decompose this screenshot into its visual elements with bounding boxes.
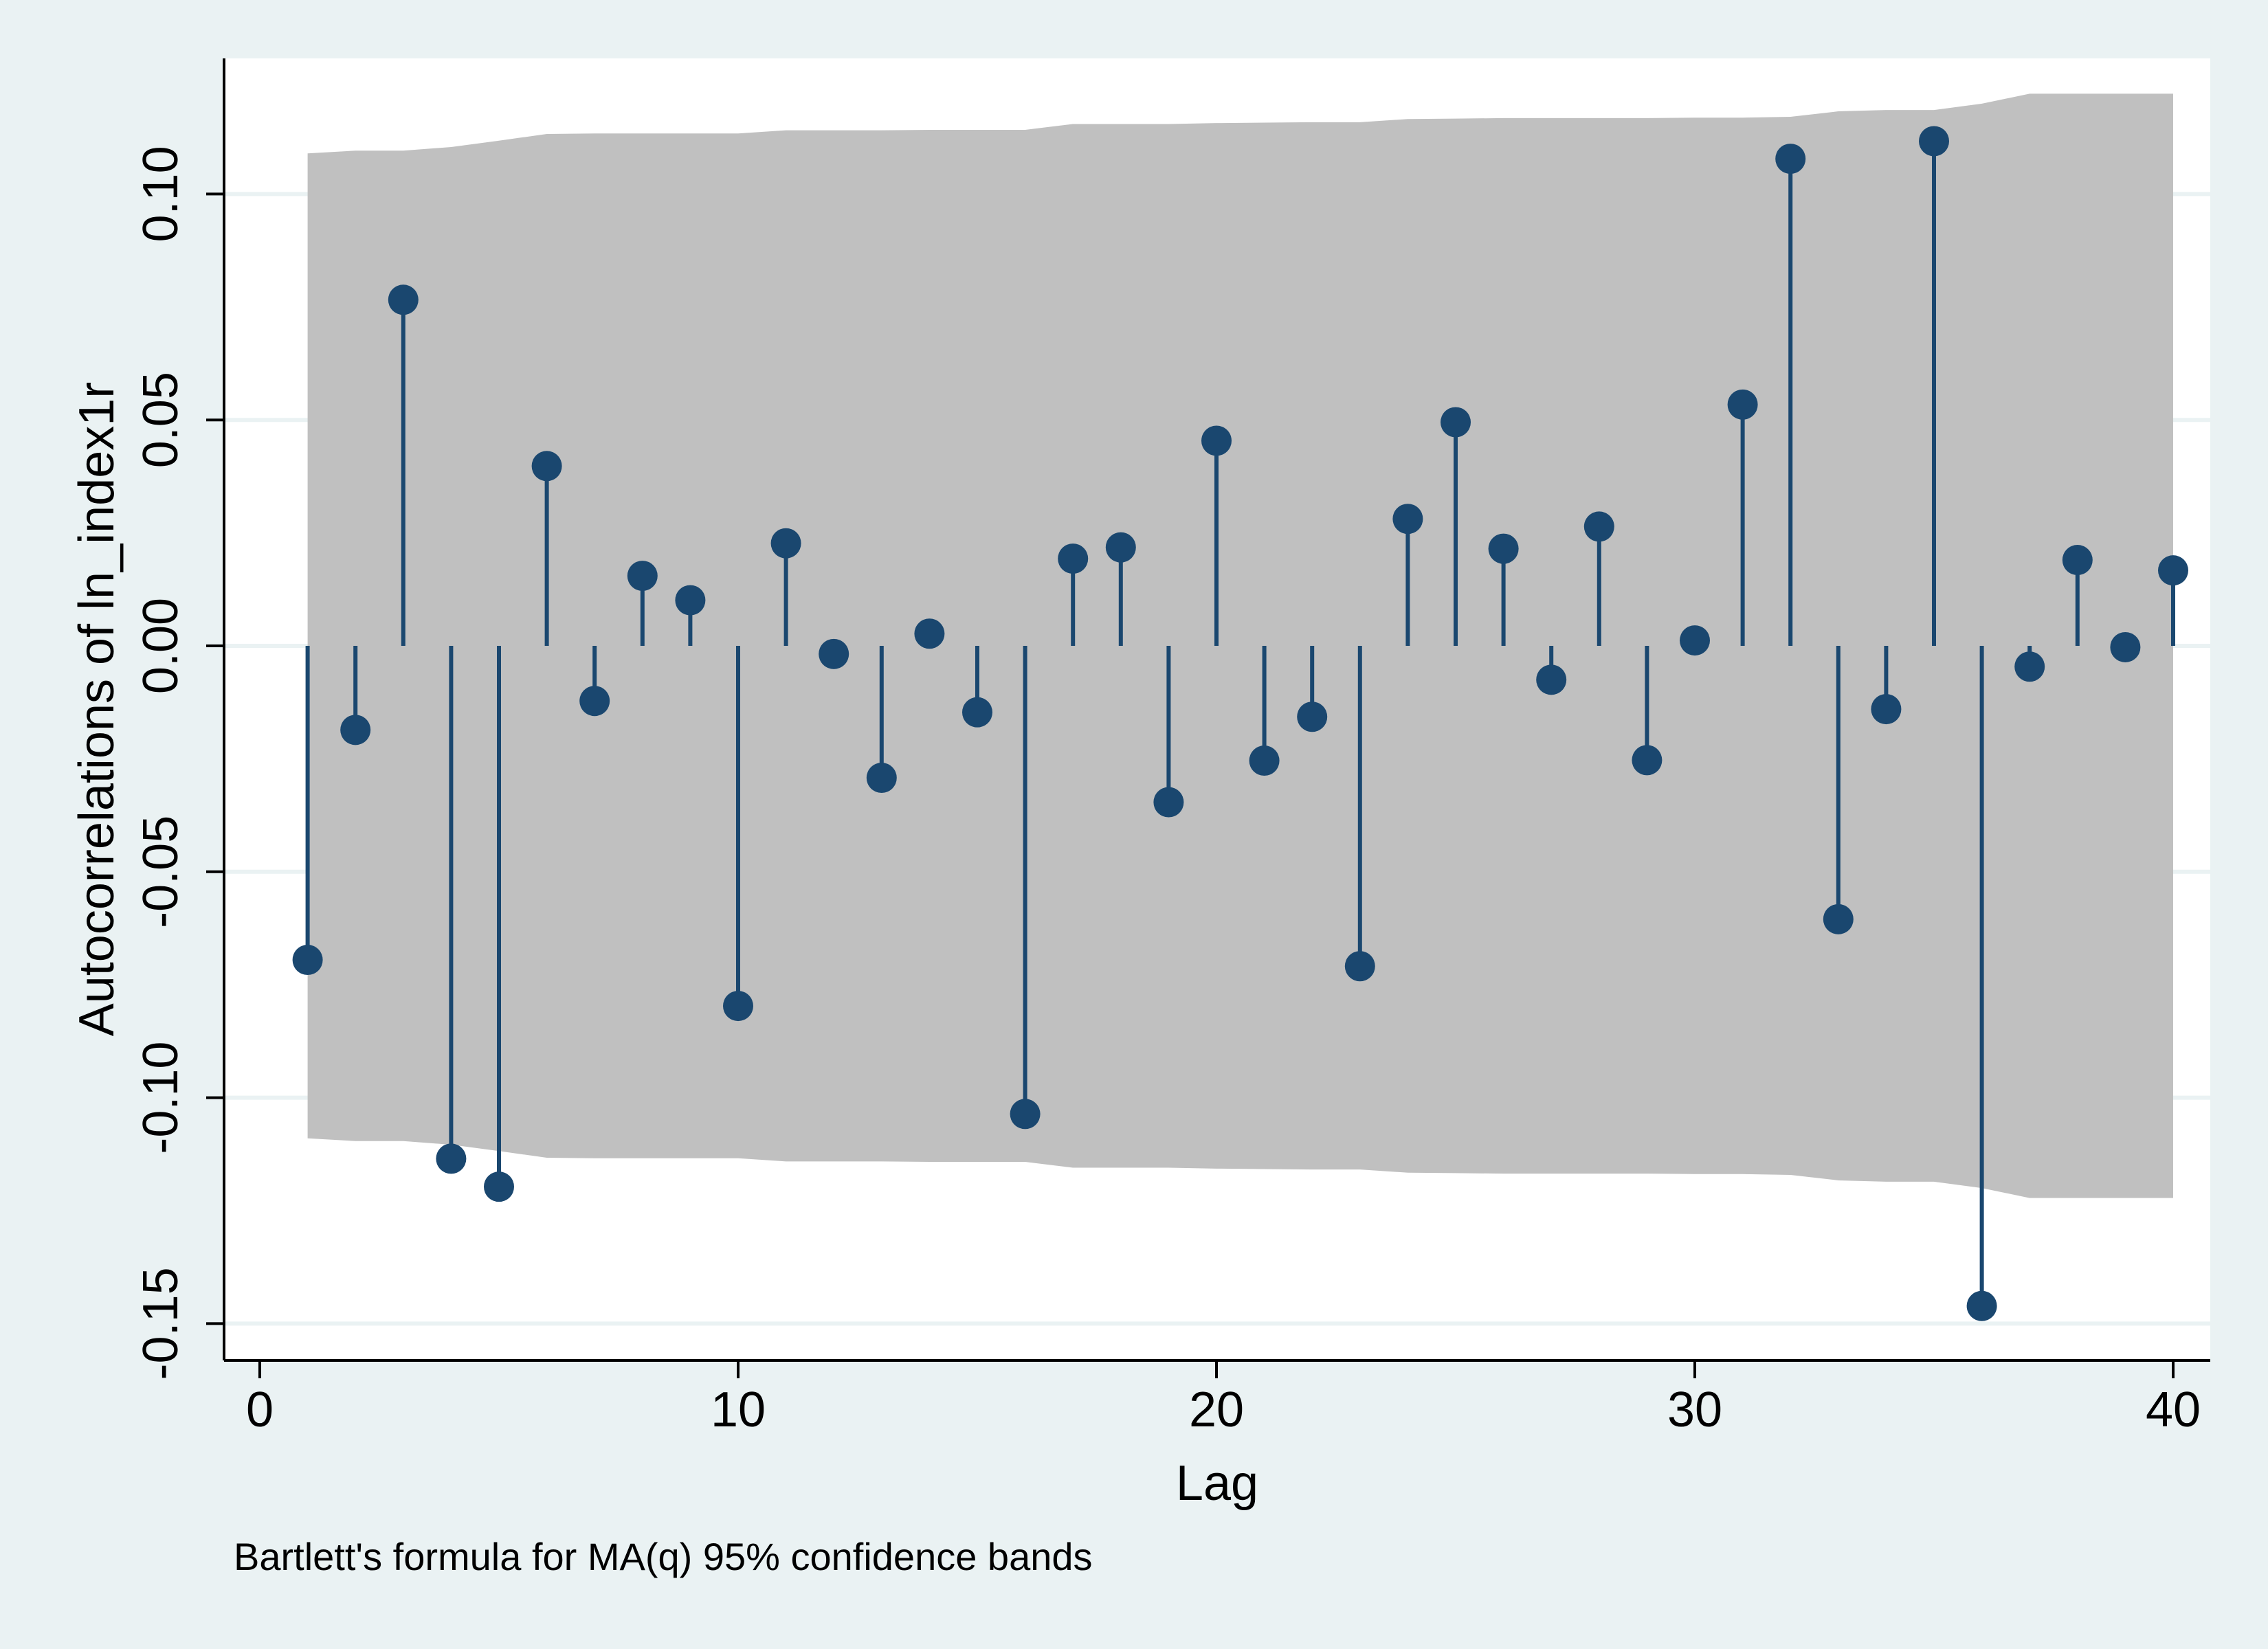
x-tick-label: 20 — [1189, 1382, 1244, 1437]
acf-point — [1536, 664, 1567, 695]
acf-point — [2158, 555, 2188, 586]
acf-point — [1775, 144, 1806, 175]
acf-point — [388, 284, 419, 315]
acf-point — [1488, 533, 1519, 564]
acf-point — [2014, 651, 2045, 682]
acf-point — [1153, 787, 1184, 818]
acf-point — [2062, 545, 2093, 576]
acf-point — [770, 528, 801, 559]
x-tick-label: 30 — [1667, 1382, 1722, 1437]
acf-point — [1919, 126, 1949, 157]
acf-point — [866, 763, 897, 794]
acf-point — [1632, 745, 1663, 776]
x-axis-title: Lag — [1176, 1456, 1258, 1511]
acf-point — [1871, 694, 1902, 725]
x-tick-label: 0 — [246, 1382, 274, 1437]
acf-point — [1010, 1099, 1041, 1130]
bands-note: Bartlett's formula for MA(q) 95% confide… — [234, 1535, 1093, 1578]
y-tick-label: -0.10 — [133, 1042, 188, 1154]
acf-point — [340, 715, 371, 745]
acf-point — [1441, 407, 1471, 438]
acf-point — [819, 638, 849, 669]
acf-point — [2110, 631, 2141, 662]
acf-point — [1058, 543, 1089, 574]
y-axis-title: Autocorrelations of ln_index1r — [69, 382, 124, 1037]
acf-point — [484, 1171, 514, 1202]
acf-point — [1105, 532, 1136, 563]
confidence-band — [307, 93, 2173, 1198]
acf-point — [1344, 951, 1375, 982]
acf-point — [1201, 425, 1232, 456]
acf-point — [675, 585, 706, 616]
acf-point — [914, 618, 945, 649]
acf-point — [1727, 389, 1758, 420]
acf-point — [1249, 745, 1280, 776]
acf-point — [1680, 625, 1710, 656]
ticks: 0 10 20 30 40 -0.15 -0.10 -0.05 0.00 0.05 0.10 — [133, 146, 2201, 1437]
acf-point — [1966, 1290, 1997, 1321]
acf-point — [531, 451, 562, 482]
acf-point — [436, 1143, 467, 1174]
acf-point — [1392, 504, 1423, 535]
acf-point — [1583, 511, 1614, 542]
acf-point — [1297, 702, 1328, 732]
x-tick-label: 40 — [2146, 1382, 2201, 1437]
y-tick-label: 0.00 — [133, 598, 188, 694]
acf-point — [579, 686, 610, 717]
y-tick-label: -0.05 — [133, 816, 188, 928]
y-tick-label: 0.05 — [133, 372, 188, 468]
acf-point — [1823, 904, 1854, 934]
y-tick-label: -0.15 — [133, 1267, 188, 1380]
acf-point — [292, 945, 323, 976]
acf-point — [627, 561, 658, 592]
stems — [292, 126, 2188, 1321]
x-tick-label: 10 — [711, 1382, 766, 1437]
acf-point — [962, 697, 992, 728]
y-tick-label: 0.10 — [133, 146, 188, 242]
acf-point — [723, 991, 753, 1022]
